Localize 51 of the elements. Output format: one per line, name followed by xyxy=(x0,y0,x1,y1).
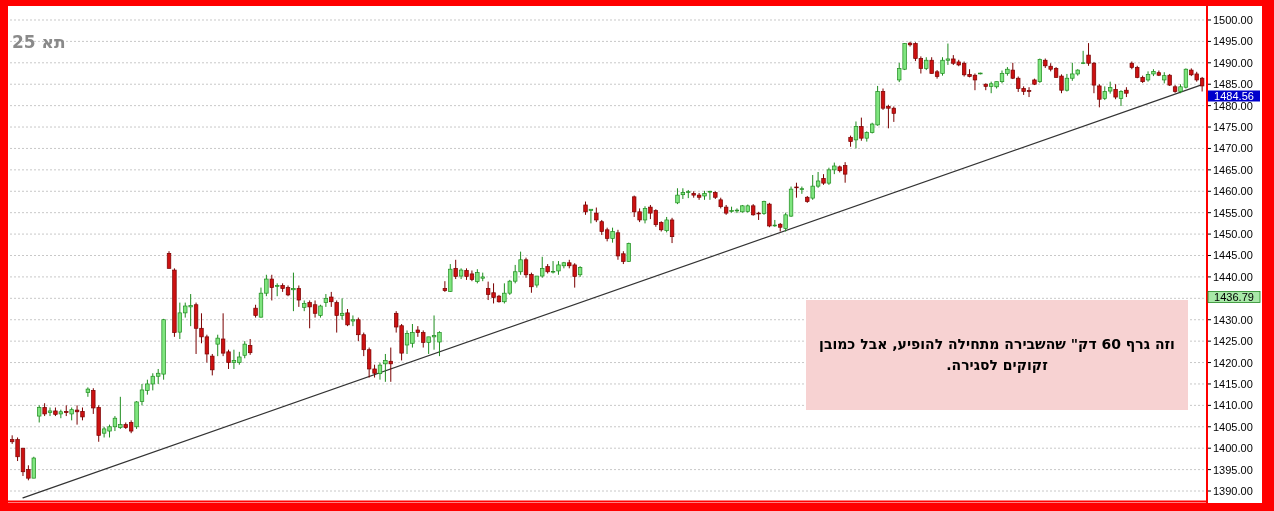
y-tick-label: 1415.00 xyxy=(1213,377,1253,390)
y-tick-label: 1405.00 xyxy=(1213,420,1253,433)
y-tick-label: 1420.00 xyxy=(1213,356,1253,369)
y-tick-label: 1390.00 xyxy=(1213,485,1253,498)
candlestick xyxy=(383,353,388,383)
candlestick xyxy=(323,293,329,308)
candlestick xyxy=(707,190,713,201)
y-tick-label: 1475.00 xyxy=(1213,121,1253,134)
annotation: וזה גרף 60 דק" שהשבירה מתחילה להופיע, אבל כמובן זקוקים לסגירה. xyxy=(818,335,1176,375)
y-tick-label: 1500.00 xyxy=(1213,13,1253,26)
candlestick xyxy=(85,386,91,398)
candlestick xyxy=(269,274,274,301)
y-tick-label: 1460.00 xyxy=(1213,185,1253,198)
candlestick xyxy=(588,208,594,224)
candlestick xyxy=(291,272,296,312)
y-tick-label: 1470.00 xyxy=(1213,142,1253,155)
y-tick-label: 1430.00 xyxy=(1213,313,1253,326)
y-tick-label: 1440.00 xyxy=(1213,270,1253,283)
candlestick xyxy=(859,117,864,142)
text: 1484.56 xyxy=(1214,90,1254,102)
y-tick-label: 1400.00 xyxy=(1213,442,1253,455)
text: תא 25 xyxy=(12,32,66,52)
candlestick xyxy=(210,353,215,376)
text: 1436.79 xyxy=(1214,291,1254,303)
candlestick xyxy=(47,407,53,417)
y-tick-label: 1395.00 xyxy=(1213,463,1253,476)
y-tick-label: 1495.00 xyxy=(1213,35,1253,48)
y-tick-label: 1455.00 xyxy=(1213,206,1253,219)
candlestick xyxy=(296,284,301,308)
candlestick xyxy=(350,314,356,327)
candlestick xyxy=(853,120,859,149)
y-tick-label: 1425.00 xyxy=(1213,335,1253,348)
candlestick xyxy=(215,334,220,357)
candlestick xyxy=(1037,58,1042,84)
y-tick-label: 1490.00 xyxy=(1213,56,1253,69)
candlestick xyxy=(442,280,448,293)
y-tick-label: 1485.00 xyxy=(1213,78,1253,91)
y-tick-label: 1445.00 xyxy=(1213,249,1253,262)
y-tick-label: 1450.00 xyxy=(1213,228,1253,241)
candlestick xyxy=(669,217,675,244)
candlestick xyxy=(339,297,345,321)
candlestick xyxy=(334,299,339,334)
candlestick xyxy=(1081,50,1086,65)
candlestick xyxy=(448,263,453,293)
y-tick-label: 1480.00 xyxy=(1213,99,1253,112)
candlestick xyxy=(799,186,804,195)
y-tick-label: 1410.00 xyxy=(1213,399,1253,412)
candlestick xyxy=(1118,89,1124,107)
y-tick-label: 1465.00 xyxy=(1213,163,1253,176)
candlestick xyxy=(388,347,393,383)
candlestick xyxy=(453,259,458,280)
